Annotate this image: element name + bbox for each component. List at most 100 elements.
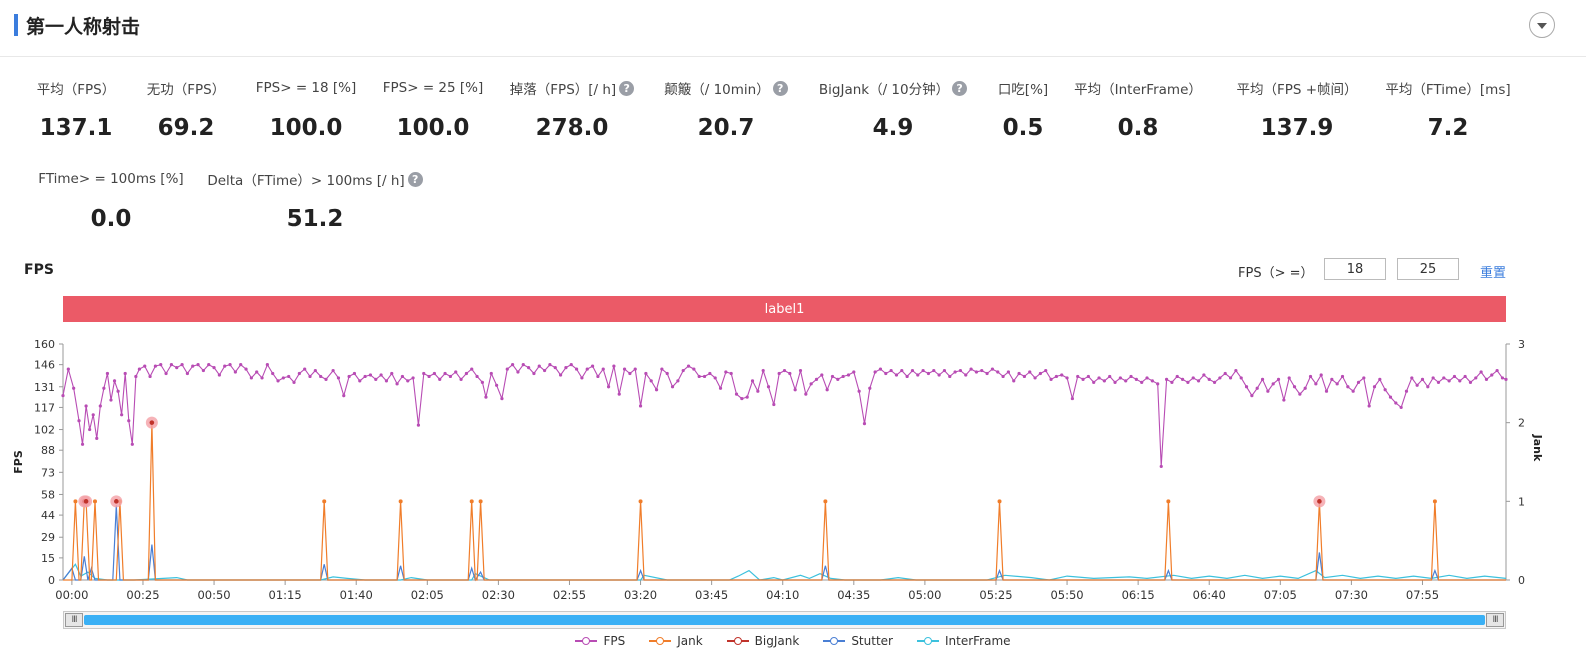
fps-point — [814, 377, 819, 381]
x-tick-label: 06:15 — [1122, 588, 1155, 602]
fps-point — [130, 442, 134, 446]
fps-point — [1196, 379, 1201, 383]
x-tick-label: 02:55 — [553, 588, 586, 602]
series-line-fps — [62, 363, 1507, 467]
help-icon[interactable]: ? — [619, 80, 635, 96]
fps-point — [729, 371, 733, 376]
fps-point — [606, 385, 611, 389]
metric-value: 137.9 — [1260, 115, 1334, 141]
fps-point — [1202, 373, 1206, 377]
y-tick-label: 44 — [41, 509, 55, 522]
fps-point — [61, 394, 65, 398]
fps-point — [756, 389, 760, 393]
fps-threshold-low-input[interactable] — [1324, 258, 1386, 280]
jank-point — [469, 499, 474, 504]
fps-point — [1458, 379, 1462, 383]
x-tick-label: 00:50 — [197, 588, 230, 602]
fps-point — [777, 371, 781, 376]
legend-item-interframe[interactable]: InterFrame — [916, 634, 1011, 648]
fps-point — [734, 392, 739, 396]
fps-point — [910, 368, 915, 373]
help-icon[interactable]: ? — [407, 171, 423, 187]
fps-point — [612, 364, 616, 368]
metric-label: 口吃[%] — [913, 78, 1133, 98]
fps-point — [782, 368, 787, 373]
metric-value: 0.0 — [90, 206, 132, 232]
x-tick-label: 05:25 — [979, 588, 1012, 602]
fps-point — [1086, 374, 1090, 379]
metric-item: 平均（FTime）[ms] 7.2 — [1338, 78, 1558, 141]
fps-point — [438, 377, 442, 381]
fps-point — [358, 379, 362, 383]
fps-point — [1468, 380, 1473, 384]
x-tick-label: 04:35 — [837, 588, 870, 602]
fps-point — [1346, 385, 1350, 389]
fps-point — [1504, 377, 1508, 381]
fps-filter-label: FPS（> =） — [1238, 266, 1314, 281]
fps-point — [788, 371, 792, 376]
fps-point — [724, 370, 728, 374]
fps-point — [862, 422, 867, 426]
fps-point — [878, 367, 883, 371]
fps-point — [825, 388, 829, 392]
fps-point — [798, 368, 803, 373]
fps-point — [480, 380, 484, 384]
legend-item-fps[interactable]: FPS — [575, 634, 625, 648]
fps-point — [1118, 376, 1122, 380]
fps-point — [1410, 376, 1414, 380]
legend-item-stutter[interactable]: Stutter — [823, 634, 893, 648]
legend-item-bigjank[interactable]: BigJank — [726, 634, 799, 648]
fps-point — [937, 373, 941, 377]
fps-point — [1383, 388, 1387, 392]
fps-point — [91, 413, 95, 417]
fps-point — [185, 371, 189, 376]
fps-point — [484, 395, 488, 399]
fps-point — [459, 377, 463, 381]
fps-point — [313, 368, 317, 373]
collapse-button[interactable] — [1529, 12, 1555, 38]
chart-legend: FPS Jank BigJank Stutter InterFrame — [0, 634, 1586, 648]
metric-item: 颠簸（/ 10min）? 20.7 — [616, 78, 836, 141]
fps-point — [292, 380, 296, 384]
fps-threshold-high-input[interactable] — [1397, 258, 1459, 280]
fps-point — [505, 367, 509, 371]
y2-tick-label: 1 — [1518, 495, 1525, 508]
legend-item-jank[interactable]: Jank — [649, 634, 703, 648]
help-icon[interactable]: ? — [952, 80, 968, 96]
fps-point — [804, 392, 808, 396]
metric-value: 137.1 — [39, 115, 113, 141]
fps-chart[interactable]: 0 15 29 44 58 73 88 102 117 131 146 160 0 1 2 3 FPS Jank 0… — [0, 330, 1586, 608]
zoom-slider-range[interactable] — [84, 615, 1485, 625]
section-header: 第一人称射击 — [0, 0, 1586, 57]
fps-point — [1212, 380, 1217, 384]
label-band[interactable]: label1 — [63, 296, 1506, 322]
fps-point — [379, 373, 383, 377]
zoom-slider-right-handle[interactable]: III — [1486, 613, 1504, 627]
reset-button[interactable]: 重置 — [1480, 266, 1507, 281]
y-tick-label: 73 — [41, 466, 55, 479]
fps-point — [1260, 377, 1265, 381]
fps-point — [422, 371, 426, 376]
fps-point — [1022, 374, 1027, 379]
metric-label: BigJank（/ 10分钟）? — [783, 78, 1003, 98]
fps-point — [761, 368, 765, 373]
fps-point — [980, 368, 984, 373]
fps-point — [1276, 377, 1281, 381]
fps-point — [217, 373, 221, 377]
zoom-slider[interactable]: III III — [63, 611, 1506, 629]
fps-point — [464, 371, 469, 376]
fps-point — [1140, 380, 1144, 384]
x-tick-label: 00:25 — [126, 588, 159, 602]
fps-point — [676, 379, 680, 383]
y2-axis-title: Jank — [1531, 434, 1544, 462]
fps-point — [347, 374, 351, 379]
metric-item: 平均（FPS） 137.1 — [0, 78, 186, 141]
fps-point — [1340, 374, 1345, 379]
jank-point — [322, 499, 327, 504]
y-tick-label: 0 — [48, 574, 55, 587]
zoom-slider-left-handle[interactable]: III — [65, 613, 83, 627]
help-icon[interactable]: ? — [772, 80, 788, 96]
fps-point — [77, 419, 81, 423]
metric-label: 平均（FTime）[ms] — [1338, 78, 1558, 98]
fps-point — [134, 374, 138, 379]
